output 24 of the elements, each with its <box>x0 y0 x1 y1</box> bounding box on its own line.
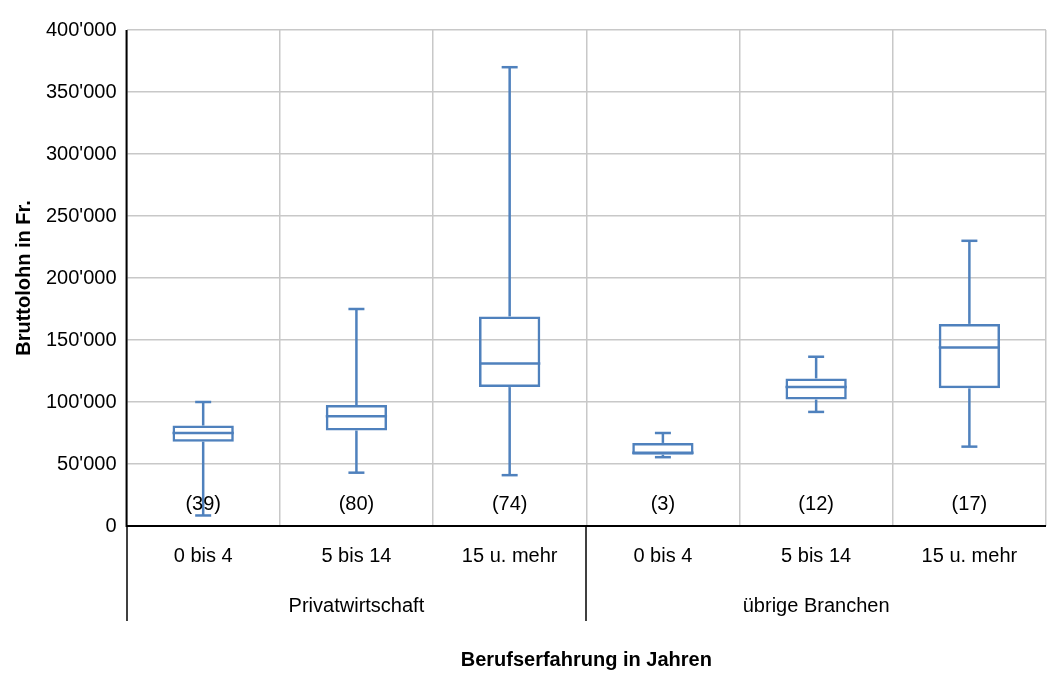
x-tick-label: 15 u. mehr <box>921 543 1018 566</box>
x-tick-label: 5 bis 14 <box>781 543 852 566</box>
y-tick-label: 0 <box>105 513 117 536</box>
x-tick-label: 0 bis 4 <box>173 543 233 566</box>
annotation: (12) <box>798 491 834 514</box>
y-tick-label: 200'000 <box>45 265 117 288</box>
text: übrige Branchen <box>742 593 890 616</box>
y-axis-title: Bruttolohn in Fr. <box>11 200 34 356</box>
x-tick-label: 15 u. mehr <box>461 543 558 566</box>
text: Privatwirtschaft <box>288 593 425 616</box>
x-axis-title: Berufserfahrung in Jahren <box>460 647 712 670</box>
annotation: (80) <box>338 491 375 514</box>
y-tick-label: 250'000 <box>45 203 117 226</box>
y-tick-label: 50'000 <box>57 451 117 474</box>
y-tick-label: 350'000 <box>45 79 117 102</box>
annotation: (3) <box>650 491 676 514</box>
y-tick-label: 100'000 <box>45 389 117 412</box>
y-tick-label: 400'000 <box>45 17 117 40</box>
x-tick-label: 0 bis 4 <box>633 543 693 566</box>
y-tick-label: 150'000 <box>45 327 117 350</box>
annotation: (74) <box>491 491 528 514</box>
annotation: (17) <box>951 491 988 514</box>
y-tick-label: 300'000 <box>45 141 117 164</box>
x-tick-label: 5 bis 14 <box>321 543 392 566</box>
